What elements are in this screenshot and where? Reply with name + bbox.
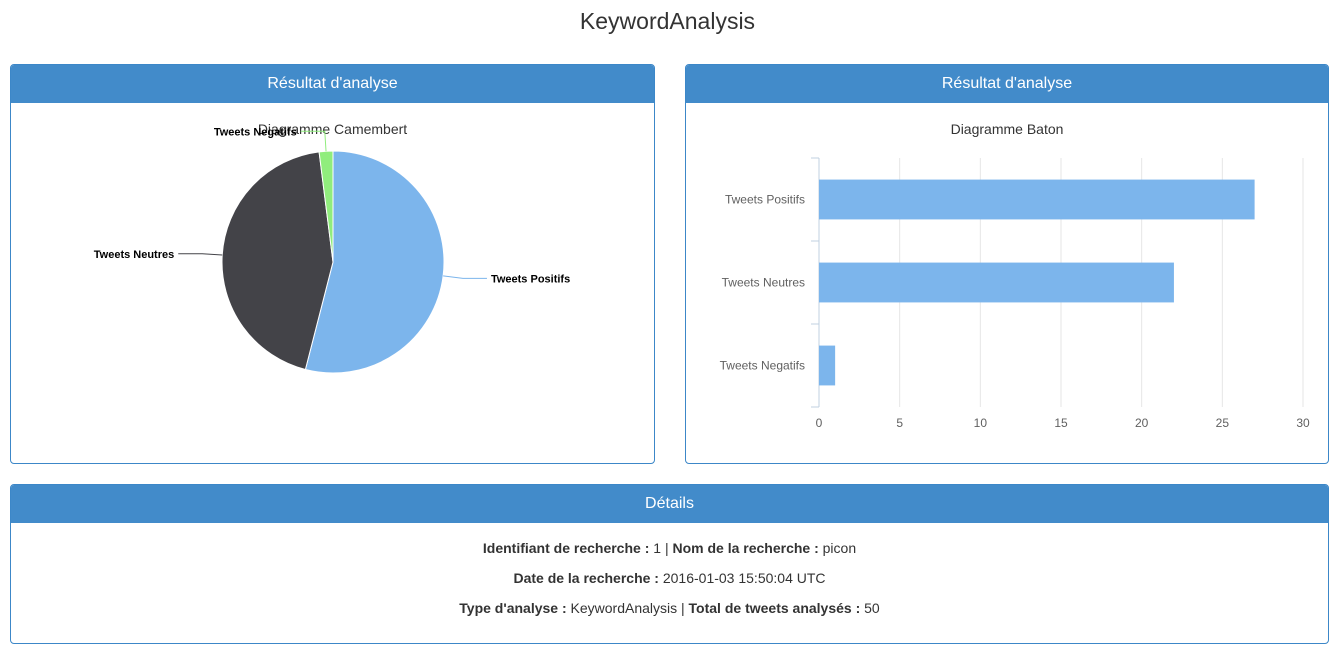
x-tick-label: 5: [896, 416, 903, 430]
details-line-type: Type d'analyse : KeywordAnalysis | Total…: [11, 597, 1328, 627]
x-tick-label: 30: [1296, 416, 1310, 430]
pie-label-tweets-neutres: Tweets Neutres: [94, 249, 175, 261]
x-tick-label: 10: [974, 416, 988, 430]
pie-slice-tweets-negatifs: [318, 150, 334, 263]
pie-slice-tweets-neutres: [221, 151, 334, 371]
search-name-value: picon: [822, 540, 857, 556]
x-tick-label: 0: [816, 416, 823, 430]
separator: |: [664, 540, 669, 556]
search-date-label: Date de la recherche :: [513, 570, 659, 586]
bar-chart-panel: Résultat d'analyse Diagramme Baton 0 5 10 1…: [685, 64, 1329, 464]
y-tick-label: Tweets Neutres: [722, 276, 805, 290]
bar-chart-title: Diagramme Baton: [950, 121, 1064, 137]
pie-slice-tweets-positifs: [304, 150, 445, 374]
details-body: Identifiant de recherche : 1 | Nom de la…: [11, 523, 1328, 627]
page-title: KeywordAnalysis: [579, 8, 756, 34]
pie-panel-heading: Résultat d'analyse: [11, 65, 654, 103]
pie-chart-title: Diagramme Camembert: [257, 121, 408, 137]
pie-chart-panel: Résultat d'analyse Diagramme Camembert T…: [10, 64, 655, 464]
bar-tweets-positifs: [819, 179, 1255, 220]
pie-label-tweets-negatifs: Tweets Negatifs: [214, 126, 297, 138]
analysis-type-value: KeywordAnalysis: [570, 600, 678, 616]
search-name-label: Nom de la recherche :: [672, 540, 819, 556]
search-id-value: 1: [653, 540, 662, 556]
x-tick-label: 25: [1216, 416, 1230, 430]
pie-connector-tweets-neutres: [178, 253, 223, 256]
bar-panel-heading: Résultat d'analyse: [686, 65, 1328, 103]
pie-connector-tweets-positifs: [443, 275, 487, 279]
search-date-value: 2016-01-03 15:50:04 UTC: [662, 570, 826, 586]
bar-chart: 0 5 10 15 20 25 30 Tweets Positifs Tweets Neutre…: [720, 157, 1310, 430]
x-tick-label: 20: [1135, 416, 1149, 430]
details-panel: Détails Identifiant de recherche : 1 | N…: [10, 484, 1329, 644]
details-line-search: Identifiant de recherche : 1 | Nom de la…: [11, 537, 1328, 567]
y-tick-label: Tweets Positifs: [725, 193, 805, 207]
search-id-label: Identifiant de recherche :: [482, 540, 650, 556]
details-panel-heading: Détails: [11, 485, 1328, 523]
y-tick-label: Tweets Negatifs: [720, 359, 805, 373]
bar-tweets-neutres: [819, 262, 1174, 303]
bar-tweets-negatifs: [819, 345, 836, 386]
total-tweets-label: Total de tweets analysés :: [688, 600, 861, 616]
total-tweets-value: 50: [864, 600, 880, 616]
details-line-date: Date de la recherche : 2016-01-03 15:50:…: [11, 567, 1328, 597]
pie-chart: Tweets Positifs Tweets Neutres Tweets Nega…: [94, 126, 570, 374]
x-tick-label: 15: [1054, 416, 1068, 430]
analysis-type-label: Type d'analyse :: [459, 600, 567, 616]
pie-label-tweets-positifs: Tweets Positifs: [491, 273, 570, 285]
separator: |: [681, 600, 685, 616]
pie-connector-tweets-negatifs: [300, 130, 327, 152]
